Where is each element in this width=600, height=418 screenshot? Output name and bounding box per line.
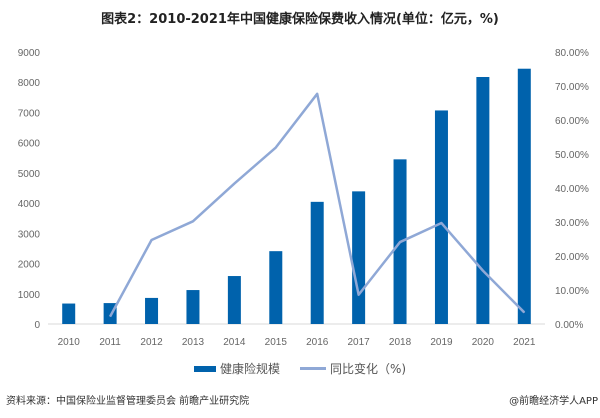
y-right-tick-label: 50.00% [555, 150, 589, 161]
growth-point-2016 [316, 93, 318, 95]
y-left-tick-label: 7000 [18, 108, 41, 119]
legend-item-growth: 同比变化（%) [299, 360, 407, 377]
bar-2017 [352, 191, 366, 324]
growth-point-2021 [523, 311, 525, 313]
x-tick-label: 2021 [513, 337, 536, 348]
x-tick-label: 2016 [306, 337, 329, 348]
legend-bar-swatch [193, 365, 216, 372]
bar-2021 [517, 68, 531, 324]
bar-2012 [145, 297, 159, 324]
y-right-tick-label: 40.00% [555, 184, 589, 195]
x-tick-label: 2019 [430, 337, 453, 348]
y-left-tick-label: 9000 [18, 48, 41, 59]
y-right-tick-label: 20.00% [555, 252, 589, 263]
y-right-tick-label: 10.00% [555, 286, 589, 297]
legend-label: 同比变化（%) [329, 362, 407, 376]
x-tick-label: 2014 [223, 337, 246, 348]
x-tick-label: 2013 [182, 337, 205, 348]
legend-line-swatch [299, 367, 326, 370]
y-right-tick-label: 80.00% [555, 48, 589, 59]
x-tick-label: 2015 [265, 337, 288, 348]
y-right-tick-label: 70.00% [555, 82, 589, 93]
legend: 健康险规模 同比变化（%) [0, 360, 600, 377]
legend-item-scale: 健康险规模 [193, 360, 280, 377]
x-tick-label: 2011 [99, 337, 121, 348]
x-tick-label: 2012 [140, 337, 163, 348]
y-right-tick-label: 60.00% [555, 116, 589, 127]
y-left-tick-label: 1000 [18, 290, 41, 301]
bar-2015 [269, 251, 283, 324]
y-left-tick-label: 4000 [18, 199, 41, 210]
growth-point-2017 [358, 294, 360, 296]
x-tick-label: 2018 [389, 337, 412, 348]
growth-point-2019 [440, 222, 442, 224]
source-note: 资料来源：中国保险业监督管理委员会 前瞻产业研究院 [6, 396, 250, 407]
bar-2010 [62, 303, 76, 324]
credit: @前瞻经济学人APP [509, 396, 598, 407]
y-right-tick-label: 0.00% [555, 320, 583, 331]
chart-title: 图表2：2010-2021年中国健康保险保费收入情况(单位：亿元，%) [101, 12, 499, 27]
x-tick-label: 2020 [472, 337, 495, 348]
bar-2013 [186, 290, 200, 324]
legend-label: 健康险规模 [219, 362, 280, 376]
y-right-tick-label: 30.00% [555, 218, 589, 229]
y-left-tick-label: 5000 [18, 169, 41, 180]
bar-2020 [476, 76, 490, 324]
x-tick-label: 2017 [348, 337, 371, 348]
growth-point-2014 [233, 183, 235, 185]
growth-point-2013 [192, 220, 194, 222]
y-left-tick-label: 0 [34, 320, 40, 331]
growth-point-2018 [399, 241, 401, 243]
y-left-tick-label: 2000 [18, 260, 41, 271]
growth-point-2015 [275, 147, 277, 149]
growth-point-2020 [482, 270, 484, 272]
bar-2016 [310, 201, 324, 324]
y-left-tick-label: 8000 [18, 78, 41, 89]
y-left-tick-label: 6000 [18, 139, 41, 150]
x-tick-label: 2010 [58, 337, 81, 348]
y-left-tick-label: 3000 [18, 229, 41, 240]
growth-point-2012 [151, 239, 153, 241]
growth-point-2011 [109, 316, 111, 318]
bar-2014 [227, 276, 241, 324]
bar-2019 [434, 110, 448, 325]
